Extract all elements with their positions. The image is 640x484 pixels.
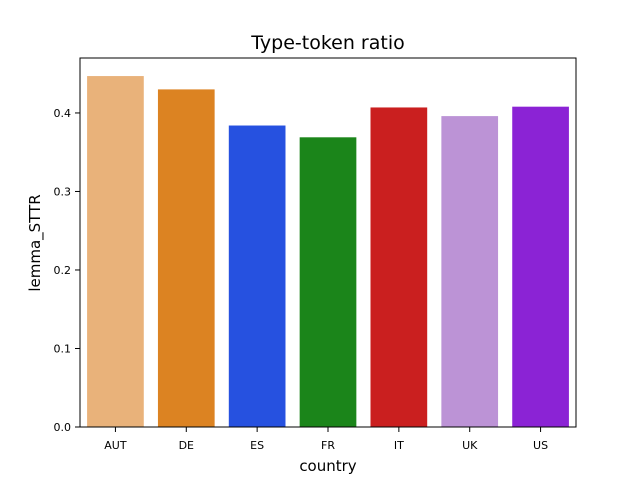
- y-tick-label: 0.0: [54, 421, 72, 434]
- bar-uk: [441, 116, 499, 427]
- x-axis-label: country: [299, 457, 356, 475]
- bar-series: [87, 76, 569, 428]
- bar-fr: [299, 137, 357, 428]
- bar-us: [512, 106, 569, 428]
- y-axis-ticks: 0.0 0.1 0.2 0.3 0.4: [54, 107, 80, 434]
- y-tick-label: 0.2: [54, 264, 72, 277]
- x-tick-label: ES: [250, 439, 264, 452]
- bar-de: [157, 89, 215, 428]
- x-axis-ticks: AUT DE ES FR IT UK US: [104, 427, 548, 452]
- x-tick-label: US: [533, 439, 548, 452]
- x-tick-label: AUT: [104, 439, 127, 452]
- y-tick-label: 0.4: [54, 107, 72, 120]
- chart-title: Type-token ratio: [250, 32, 404, 54]
- y-axis-label: lemma_STTR: [26, 194, 45, 291]
- bar-es: [228, 125, 286, 428]
- x-tick-label: IT: [394, 439, 404, 452]
- y-tick-label: 0.1: [54, 342, 72, 355]
- x-tick-label: UK: [462, 439, 478, 452]
- x-tick-label: FR: [321, 439, 335, 452]
- x-tick-label: DE: [179, 439, 194, 452]
- bar-aut: [87, 76, 144, 427]
- y-tick-label: 0.3: [54, 185, 72, 198]
- plot-frame: [79, 57, 577, 428]
- bar-it: [370, 107, 428, 428]
